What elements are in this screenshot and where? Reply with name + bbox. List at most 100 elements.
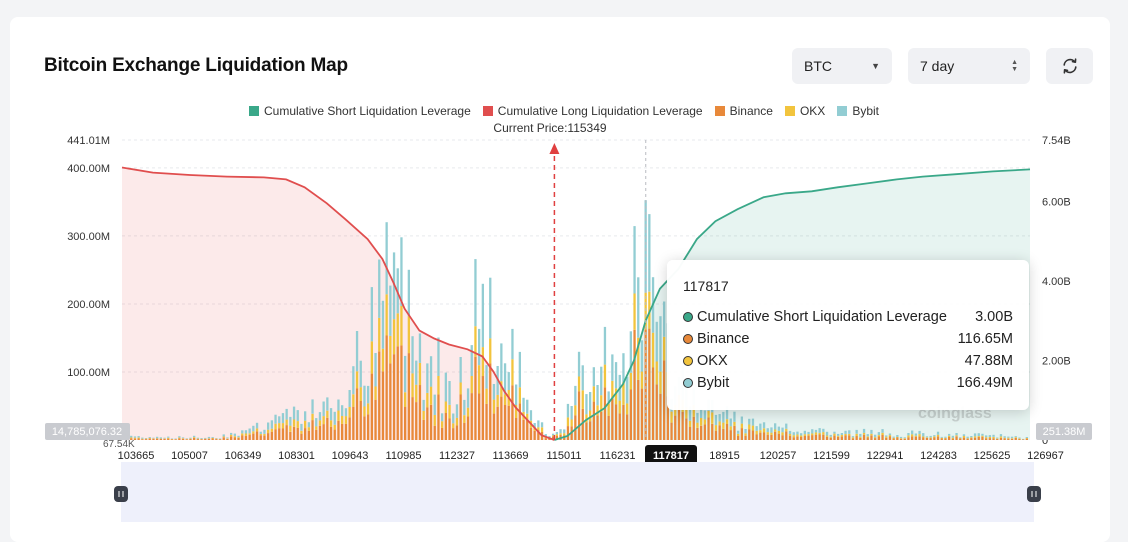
bar-segment-bybit [603, 326, 607, 365]
range-select[interactable]: 7 day ▲ ▼ [908, 48, 1030, 84]
current-price-arrow-icon [549, 143, 560, 154]
bar-segment-okx [415, 384, 418, 402]
range-slider-handle [114, 486, 128, 502]
coin-select[interactable]: BTC ▼ [792, 48, 892, 84]
bar-segment-bybit [1018, 437, 1021, 439]
bar-segment-binance [581, 408, 584, 440]
refresh-button[interactable] [1046, 48, 1093, 84]
bar-segment-okx [581, 390, 584, 409]
bar-segment-binance [774, 431, 777, 440]
bar-segment-binance [822, 434, 825, 440]
left-axis-bottom-label: 67.54K [103, 439, 135, 450]
bar-segment-binance [163, 438, 166, 440]
bar-segment-okx [304, 420, 307, 429]
bar-segment-okx [851, 437, 855, 439]
bar-segment-bybit [296, 410, 299, 422]
bar-segment-binance [962, 437, 966, 440]
bar-segment-binance [230, 436, 233, 440]
bar-segment-binance [626, 414, 629, 440]
bar-segment-bybit [929, 435, 932, 438]
legend-swatch [784, 106, 795, 116]
bar-segment-bybit [973, 433, 977, 437]
bar-segment-okx [725, 419, 729, 424]
bar-segment-okx [344, 416, 348, 424]
bar-segment-bybit [751, 418, 755, 426]
tooltip-dot [683, 356, 693, 366]
bar-segment-binance [515, 418, 518, 440]
bar-segment-binance [304, 428, 307, 440]
bar-segment-binance [966, 438, 969, 440]
bar-segment-bybit [522, 397, 525, 412]
bar-segment-binance [881, 434, 884, 440]
bar-segment-bybit [933, 435, 936, 437]
bar-segment-binance [418, 385, 422, 440]
bar-segment-binance [474, 356, 477, 440]
bar-segment-binance [415, 402, 418, 440]
legend-item-bybit[interactable]: Bybit [837, 104, 879, 118]
bar-segment-bybit [529, 410, 533, 421]
bar-segment-bybit [833, 431, 836, 434]
bar-segment-bybit [481, 283, 484, 348]
bar-segment-bybit [511, 328, 514, 360]
bar-segment-bybit [1007, 436, 1010, 438]
bar-segment-bybit [781, 427, 784, 433]
bar-segment-bybit [888, 433, 892, 436]
min-value-badge [45, 423, 130, 440]
bar-segment-okx [359, 387, 362, 401]
bar-segment-okx [626, 403, 629, 415]
bar-segment-bybit [814, 429, 818, 433]
bar-segment-bybit [533, 423, 536, 428]
bar-segment-binance [833, 435, 836, 440]
range-slider-handle [1027, 486, 1041, 502]
bar-segment-okx [459, 382, 462, 395]
bar-segment-okx [503, 394, 507, 405]
bar-segment-bybit [133, 436, 137, 438]
bar-segment-okx [478, 365, 481, 394]
x-axis-tick-label: 126967 [1027, 450, 1064, 462]
bar-segment-binance [503, 405, 507, 440]
tooltip-title: 117817 [683, 278, 729, 294]
bar-segment-binance [777, 433, 780, 440]
bar-segment-okx [315, 426, 318, 430]
bar-segment-binance [922, 437, 925, 440]
bar-segment-binance [1007, 438, 1010, 440]
bar-segment-okx [874, 437, 877, 439]
bar-segment-bybit [337, 399, 340, 411]
bar-segment-binance [400, 345, 403, 440]
bar-segment-binance [744, 435, 747, 440]
bar-segment-bybit [877, 432, 880, 435]
bar-segment-bybit [755, 426, 758, 431]
bar-segment-bybit [870, 429, 873, 434]
bar-segment-bybit [237, 435, 240, 438]
bar-segment-binance [611, 398, 614, 440]
bar-segment-binance [352, 406, 355, 440]
bar-segment-binance [137, 438, 140, 440]
bar-segment-bybit [644, 200, 647, 293]
bar-segment-bybit [167, 436, 170, 438]
bar-segment-binance [840, 436, 843, 440]
bar-segment-binance [977, 437, 980, 440]
bar-segment-binance [936, 436, 940, 440]
bar-segment-binance [381, 371, 385, 440]
legend-item-binance[interactable]: Binance [714, 104, 773, 118]
bar-segment-okx [770, 432, 773, 435]
tooltip-row-label: Bybit [697, 375, 730, 391]
bar-segment-okx [748, 424, 751, 430]
bar-segment-bybit [811, 429, 814, 434]
bar-segment-binance [207, 438, 211, 440]
bar-segment-bybit [329, 408, 333, 421]
bar-segment-bybit [226, 437, 229, 439]
bar-segment-binance [1010, 438, 1014, 440]
bar-segment-okx [833, 433, 836, 436]
bar-segment-okx [392, 319, 396, 355]
legend-item-okx[interactable]: OKX [784, 104, 825, 118]
bar-segment-okx [270, 428, 273, 432]
bar-segment-okx [925, 437, 929, 438]
legend-item-long[interactable]: Cumulative Long Liquidation Leverage [482, 104, 703, 118]
bar-segment-binance [700, 425, 703, 440]
bar-segment-bybit [944, 436, 947, 438]
legend-item-short[interactable]: Cumulative Short Liquidation Leverage [248, 104, 471, 118]
bar-segment-okx [696, 422, 699, 428]
bar-segment-okx [659, 371, 662, 394]
bar-segment-binance [189, 439, 192, 440]
